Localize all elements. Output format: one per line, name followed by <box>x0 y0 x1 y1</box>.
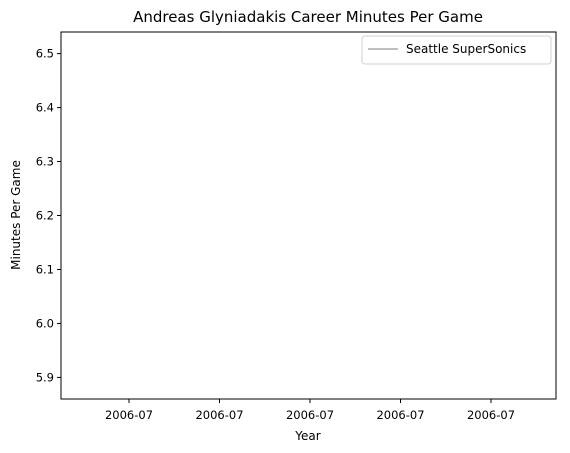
y-tick-label: 6.4 <box>36 101 54 115</box>
y-axis-label: Minutes Per Game <box>9 160 23 270</box>
x-tick-label: 2006-07 <box>105 408 153 422</box>
y-tick-label: 5.9 <box>36 370 54 384</box>
legend-box <box>361 35 552 65</box>
y-tick-label: 6.1 <box>36 262 54 276</box>
x-axis-label: Year <box>294 429 320 443</box>
x-tick-label: 2006-07 <box>376 408 424 422</box>
chart-title: Andreas Glyniadakis Career Minutes Per G… <box>133 8 483 26</box>
x-axis: 2006-07 2006-07 2006-07 2006-07 2006-07 <box>105 399 515 422</box>
x-tick-label: 2006-07 <box>467 408 515 422</box>
y-tick-label: 6.5 <box>36 47 54 61</box>
y-tick-label: 6.2 <box>36 209 54 223</box>
plot-frame <box>60 31 557 400</box>
y-tick-label: 6.3 <box>36 155 54 169</box>
legend: Seattle SuperSonics <box>361 35 552 65</box>
x-tick-label: 2006-07 <box>195 408 243 422</box>
x-tick-label: 2006-07 <box>286 408 334 422</box>
legend-label-seattle-supersonics: Seattle SuperSonics <box>406 42 526 56</box>
y-tick-label: 6.0 <box>36 316 54 330</box>
y-axis: 5.9 6.0 6.1 6.2 6.3 6.4 6.5 <box>36 47 61 384</box>
